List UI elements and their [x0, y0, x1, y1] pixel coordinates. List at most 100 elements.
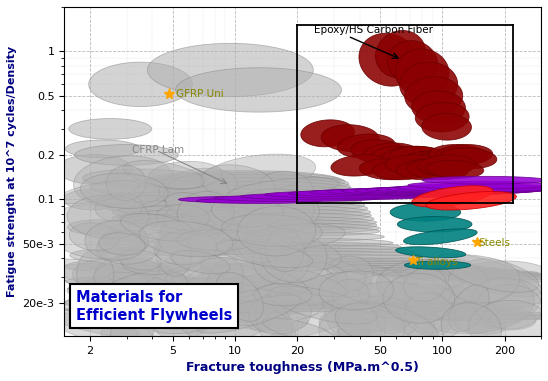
- Polygon shape: [67, 285, 145, 305]
- Polygon shape: [68, 307, 213, 313]
- Polygon shape: [309, 304, 483, 309]
- Polygon shape: [189, 209, 371, 222]
- Polygon shape: [159, 168, 237, 206]
- Polygon shape: [433, 302, 500, 320]
- Polygon shape: [178, 304, 352, 309]
- Polygon shape: [192, 213, 374, 225]
- Polygon shape: [371, 146, 433, 170]
- Polygon shape: [271, 305, 368, 340]
- Polygon shape: [301, 120, 355, 147]
- Polygon shape: [241, 248, 415, 256]
- Polygon shape: [178, 205, 247, 255]
- Polygon shape: [408, 315, 548, 320]
- Polygon shape: [373, 159, 435, 180]
- Polygon shape: [202, 154, 316, 193]
- Polygon shape: [65, 277, 140, 286]
- Polygon shape: [184, 205, 370, 219]
- Polygon shape: [64, 189, 121, 210]
- Polygon shape: [433, 259, 484, 309]
- Polygon shape: [390, 203, 461, 221]
- Polygon shape: [359, 159, 418, 180]
- Polygon shape: [128, 188, 323, 205]
- Polygon shape: [89, 62, 192, 107]
- Polygon shape: [387, 41, 438, 85]
- Polygon shape: [410, 151, 472, 172]
- Polygon shape: [75, 319, 166, 324]
- Polygon shape: [383, 274, 455, 323]
- Polygon shape: [94, 255, 173, 302]
- Polygon shape: [439, 148, 497, 169]
- Polygon shape: [418, 155, 476, 176]
- Polygon shape: [277, 277, 368, 304]
- Polygon shape: [157, 207, 269, 256]
- Polygon shape: [97, 192, 230, 207]
- Polygon shape: [384, 299, 460, 339]
- Text: GFRP Lam: GFRP Lam: [288, 242, 341, 252]
- Text: Epoxy/HS Carbon Fiber: Epoxy/HS Carbon Fiber: [314, 25, 433, 35]
- Polygon shape: [59, 299, 162, 307]
- Polygon shape: [385, 283, 468, 320]
- Polygon shape: [227, 242, 401, 251]
- Polygon shape: [207, 259, 243, 304]
- Polygon shape: [323, 304, 497, 309]
- Polygon shape: [269, 286, 377, 324]
- Polygon shape: [392, 274, 548, 280]
- Polygon shape: [221, 214, 322, 247]
- Polygon shape: [215, 276, 327, 291]
- Polygon shape: [154, 174, 349, 193]
- Polygon shape: [327, 256, 373, 291]
- Polygon shape: [210, 300, 384, 306]
- Polygon shape: [346, 267, 520, 274]
- Polygon shape: [265, 289, 333, 312]
- Polygon shape: [408, 181, 548, 189]
- Polygon shape: [455, 317, 505, 334]
- Polygon shape: [74, 300, 231, 306]
- Polygon shape: [262, 190, 314, 231]
- Polygon shape: [73, 156, 174, 208]
- Polygon shape: [154, 231, 217, 265]
- Polygon shape: [130, 216, 288, 228]
- Polygon shape: [49, 313, 139, 337]
- Polygon shape: [123, 195, 318, 210]
- Polygon shape: [366, 186, 544, 194]
- Polygon shape: [106, 201, 256, 215]
- Polygon shape: [283, 260, 458, 267]
- Polygon shape: [119, 214, 214, 234]
- Polygon shape: [419, 304, 469, 320]
- Polygon shape: [341, 187, 528, 195]
- Polygon shape: [441, 261, 548, 311]
- Polygon shape: [346, 307, 520, 312]
- Polygon shape: [164, 202, 271, 254]
- Polygon shape: [206, 194, 264, 240]
- Polygon shape: [379, 272, 419, 300]
- Polygon shape: [426, 160, 484, 178]
- Text: Steels: Steels: [478, 238, 511, 248]
- Polygon shape: [61, 261, 154, 301]
- Polygon shape: [65, 306, 189, 313]
- Polygon shape: [154, 298, 271, 344]
- Polygon shape: [46, 205, 145, 259]
- Polygon shape: [273, 258, 447, 266]
- Polygon shape: [435, 144, 493, 165]
- Polygon shape: [90, 319, 215, 324]
- Polygon shape: [65, 140, 140, 158]
- Polygon shape: [404, 229, 477, 245]
- Polygon shape: [319, 271, 393, 310]
- Polygon shape: [201, 165, 275, 202]
- Polygon shape: [90, 179, 215, 196]
- Polygon shape: [109, 272, 193, 301]
- Polygon shape: [57, 154, 132, 184]
- Polygon shape: [448, 259, 520, 303]
- Polygon shape: [103, 232, 289, 243]
- Polygon shape: [150, 172, 345, 191]
- Polygon shape: [332, 279, 369, 309]
- Polygon shape: [397, 151, 459, 172]
- Polygon shape: [257, 263, 347, 306]
- Polygon shape: [247, 300, 421, 306]
- Polygon shape: [72, 258, 187, 299]
- Polygon shape: [265, 191, 464, 199]
- Polygon shape: [90, 270, 191, 309]
- Polygon shape: [443, 255, 539, 292]
- Polygon shape: [164, 174, 229, 213]
- Polygon shape: [46, 259, 151, 290]
